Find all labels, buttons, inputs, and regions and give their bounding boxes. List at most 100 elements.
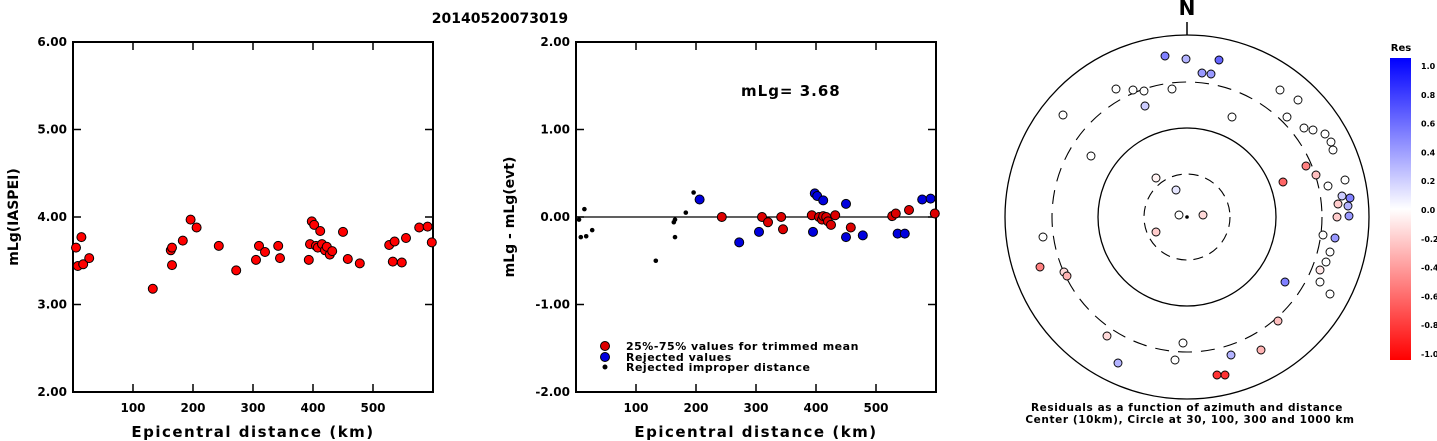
middle-ytick-label: 0.00 [540, 210, 570, 224]
station-marker [1273, 316, 1283, 326]
station-marker [1167, 84, 1177, 94]
data-point [275, 253, 285, 264]
station-marker [1198, 210, 1208, 220]
trimmed-mean-point [776, 212, 787, 222]
station-marker [1102, 331, 1112, 341]
middle-xtick-label: 200 [683, 401, 708, 415]
data-point [84, 253, 95, 264]
station-marker [1315, 265, 1325, 275]
chart-middle: -2.00 -1.00 0.00 1.00 2.00 100 200 300 400 500 m… [502, 35, 940, 441]
station-marker [1282, 112, 1292, 122]
data-point [309, 219, 320, 230]
data-point [177, 235, 188, 246]
station-marker [1058, 110, 1068, 120]
left-xtick-label: 300 [240, 401, 265, 415]
north-label: N [1179, 0, 1196, 20]
station-marker [1275, 85, 1285, 95]
middle-xtick-label: 500 [863, 401, 888, 415]
station-marker [1151, 227, 1161, 237]
station-marker [1328, 145, 1338, 155]
legend-label-rejected: Rejected values [626, 351, 732, 364]
epicenter-marker [1185, 215, 1189, 219]
station-marker [1139, 86, 1149, 96]
data-point [167, 242, 177, 253]
station-marker [1256, 345, 1266, 355]
colorbar-tick-label: 0.8 [1421, 91, 1436, 100]
legend-label-trimmed: 25%-75% values for trimmed mean [626, 340, 859, 353]
legend-label-improper: Rejected improper distance [626, 361, 810, 374]
station-marker [1344, 211, 1354, 221]
station-marker [1174, 210, 1184, 220]
colorbar-tick-label: -0.4 [1421, 264, 1437, 273]
station-marker [1318, 230, 1328, 240]
station-marker [1220, 370, 1230, 380]
magnitude-annotation: mLg= 3.68 [741, 82, 841, 100]
rejected-point [734, 237, 745, 248]
station-marker [1308, 125, 1318, 135]
legend: 25%-75% values for trimmed mean Rejected… [600, 340, 859, 374]
left-ytick-label: 2.00 [37, 385, 67, 399]
station-marker [1326, 137, 1336, 147]
colorbar-tick-label: 1.0 [1421, 62, 1436, 71]
station-marker [1321, 257, 1331, 267]
data-point [315, 226, 326, 236]
left-xtick-label: 100 [120, 401, 145, 415]
station-marker [1323, 181, 1333, 191]
station-marker [1325, 247, 1335, 257]
rejected-point [899, 228, 910, 239]
station-marker [1086, 151, 1096, 161]
left-ytick-label: 6.00 [37, 35, 67, 49]
data-point [185, 214, 196, 225]
data-point [71, 242, 81, 253]
left-x-axis-label: Epicentral distance (km) [131, 423, 374, 441]
left-xtick-label: 400 [300, 401, 325, 415]
improper-distance-point [589, 227, 595, 233]
data-point [303, 254, 314, 265]
rejected-point [754, 226, 764, 237]
improper-distance-point [691, 190, 696, 195]
colorbar-gradient [1390, 58, 1411, 360]
middle-y-axis-label: mLg - mLg(evt) [502, 157, 518, 278]
colorbar-tick-label: -0.6 [1421, 292, 1437, 301]
data-point [76, 232, 87, 243]
station-marker [1333, 199, 1343, 209]
station-marker [1226, 350, 1236, 360]
data-point [167, 260, 177, 271]
caption-line-2: Center (10km), Circle at 30, 100, 300 an… [1025, 414, 1354, 426]
left-data-points [71, 214, 437, 294]
legend-marker-rejected [600, 352, 610, 362]
left-ytick-label: 4.00 [37, 210, 67, 224]
station-marker [1062, 271, 1072, 281]
data-point [401, 233, 411, 243]
middle-ytick-label: 1.00 [540, 123, 570, 137]
station-marker [1315, 277, 1325, 287]
improper-distance-point [672, 217, 678, 222]
data-point [327, 246, 338, 257]
middle-x-axis-label: Epicentral distance (km) [634, 423, 877, 441]
trimmed-mean-point [778, 224, 788, 235]
rejected-point [808, 226, 818, 237]
colorbar-tick-label: 0.6 [1421, 120, 1436, 129]
station-markers [1035, 51, 1355, 380]
rejected-point [694, 194, 705, 205]
colorbar-tick-label: -0.8 [1421, 321, 1437, 330]
improper-distance-point [583, 233, 589, 239]
station-marker [1332, 212, 1342, 222]
polar-map: N Residuals as a function of azimuth and… [1004, 0, 1370, 426]
legend-marker-trimmed [600, 341, 610, 351]
improper-distance-point [578, 234, 584, 240]
station-marker [1299, 123, 1309, 133]
improper-distance-point [576, 217, 582, 222]
left-xtick-label: 500 [360, 401, 385, 415]
legend-marker-improper [602, 364, 608, 370]
chart-left: 2.00 3.00 4.00 5.00 6.00 100 200 300 400 500 mLg… [6, 35, 437, 441]
station-marker [1345, 193, 1355, 203]
improper-distance-point [653, 258, 659, 264]
middle-y-ticks: -2.00 -1.00 0.00 1.00 2.00 [535, 35, 936, 399]
station-marker [1227, 112, 1237, 122]
data-point [191, 222, 202, 233]
data-point [338, 226, 348, 237]
trimmed-mean-point [904, 205, 914, 215]
data-point [273, 240, 284, 251]
station-marker [1325, 289, 1335, 299]
